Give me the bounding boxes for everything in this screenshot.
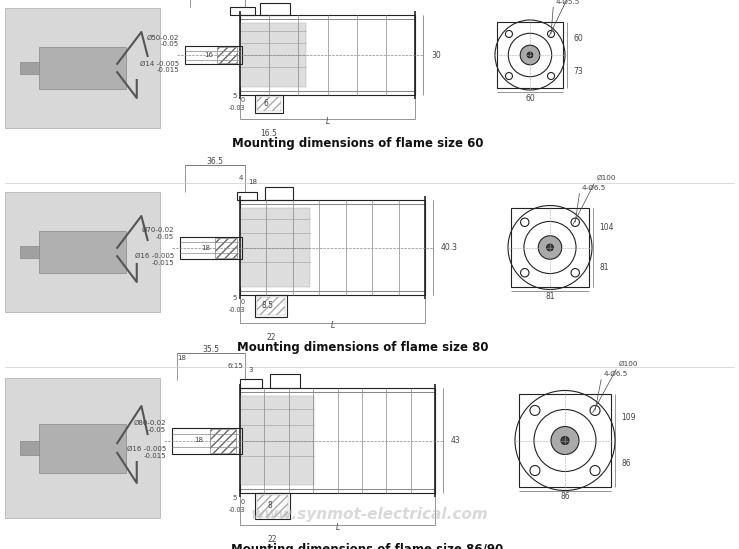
Bar	[255, 493, 290, 519]
Text: 18: 18	[248, 179, 257, 185]
Text: 109: 109	[621, 413, 636, 422]
Text: 86: 86	[621, 459, 631, 468]
Bar	[257, 97, 281, 111]
Bar	[265, 187, 293, 200]
Text: 18: 18	[201, 244, 210, 250]
Bar	[240, 23, 306, 87]
Bar	[172, 428, 242, 453]
Circle shape	[561, 436, 569, 445]
Bar	[270, 374, 300, 388]
Bar	[39, 423, 126, 473]
Text: 73: 73	[573, 67, 583, 76]
Text: 0
-0.03: 0 -0.03	[228, 98, 245, 110]
Bar	[39, 47, 126, 89]
Text: 16: 16	[205, 52, 214, 58]
Text: 5: 5	[233, 93, 237, 99]
Text: Mounting dimensions of flame size 60: Mounting dimensions of flame size 60	[232, 137, 483, 149]
Bar	[240, 200, 425, 295]
Bar	[257, 495, 288, 517]
Bar	[255, 95, 283, 113]
Text: 6:15: 6:15	[228, 363, 243, 369]
Bar	[39, 231, 126, 273]
Text: L: L	[325, 116, 330, 126]
Text: 36.5: 36.5	[206, 158, 223, 166]
Text: 22: 22	[266, 333, 276, 341]
Bar	[210, 429, 236, 452]
Bar	[237, 192, 257, 200]
Text: 4: 4	[239, 175, 243, 181]
Text: 4-Ø6.5: 4-Ø6.5	[582, 185, 606, 191]
Bar	[21, 441, 39, 455]
Bar	[511, 208, 590, 287]
Bar	[240, 388, 435, 493]
Text: Ø100: Ø100	[619, 361, 638, 367]
Text: 86: 86	[560, 492, 570, 501]
Text: 4-Ø6.5: 4-Ø6.5	[603, 371, 627, 377]
Bar	[519, 394, 611, 487]
Circle shape	[547, 244, 554, 251]
Text: Ø16 -0.005
-0.015: Ø16 -0.005 -0.015	[127, 446, 166, 459]
Bar	[21, 246, 39, 258]
Text: www.synmot-electrical.com: www.synmot-electrical.com	[251, 507, 488, 522]
Text: 40.3: 40.3	[441, 243, 458, 252]
Text: Ø100: Ø100	[596, 175, 616, 181]
Text: 60: 60	[525, 94, 535, 103]
Text: L: L	[336, 523, 340, 531]
Text: 60: 60	[573, 34, 583, 43]
Text: 18: 18	[194, 438, 203, 444]
Text: Mounting dimensions of flame size 80: Mounting dimensions of flame size 80	[236, 340, 488, 354]
Text: 43: 43	[451, 436, 460, 445]
Text: 6: 6	[264, 99, 268, 109]
Circle shape	[520, 45, 539, 65]
Text: Mounting dimensions of flame size 86/90: Mounting dimensions of flame size 86/90	[231, 542, 503, 549]
Text: 0
-0.03: 0 -0.03	[228, 300, 245, 312]
Circle shape	[538, 236, 562, 259]
Text: 18: 18	[177, 355, 186, 361]
Text: 5: 5	[233, 295, 237, 301]
Text: 16.5: 16.5	[261, 128, 277, 137]
Bar	[185, 46, 242, 64]
Bar	[5, 378, 160, 518]
Bar	[260, 3, 290, 15]
Text: 104: 104	[599, 223, 614, 232]
Text: Ø50-0.02
-0.05: Ø50-0.02 -0.05	[146, 35, 179, 48]
Circle shape	[527, 52, 533, 58]
Bar	[240, 15, 415, 95]
Bar	[255, 295, 287, 317]
Text: 3: 3	[248, 367, 253, 373]
Bar	[215, 238, 237, 257]
Circle shape	[551, 427, 579, 455]
Text: 0
-0.03: 0 -0.03	[228, 500, 245, 513]
Text: Ø80-0.02
-0.05: Ø80-0.02 -0.05	[134, 420, 166, 433]
Bar	[257, 297, 285, 315]
Text: 81: 81	[545, 293, 555, 301]
Text: Ø14 -0.005
-0.015: Ø14 -0.005 -0.015	[140, 60, 179, 74]
Bar	[497, 22, 563, 88]
Bar	[5, 8, 160, 128]
Text: 81: 81	[599, 263, 609, 272]
Text: 35.5: 35.5	[202, 345, 219, 355]
Text: Ø70-0.02
-0.05: Ø70-0.02 -0.05	[141, 227, 174, 240]
Text: L: L	[330, 321, 335, 329]
Bar	[5, 192, 160, 312]
Text: 8: 8	[267, 501, 272, 511]
Bar	[240, 396, 314, 485]
Bar	[240, 379, 262, 388]
Bar	[240, 208, 310, 287]
Bar	[21, 62, 39, 74]
Text: 5: 5	[233, 495, 237, 501]
Bar	[230, 7, 255, 15]
Text: 22: 22	[268, 535, 277, 544]
Text: Ø16 -0.005
-0.015: Ø16 -0.005 -0.015	[134, 253, 174, 266]
Text: 8.5: 8.5	[262, 301, 274, 311]
Text: 4-Ø5.5: 4-Ø5.5	[555, 0, 579, 5]
Bar	[217, 47, 237, 63]
Text: 30: 30	[431, 51, 440, 59]
Bar	[180, 237, 242, 259]
